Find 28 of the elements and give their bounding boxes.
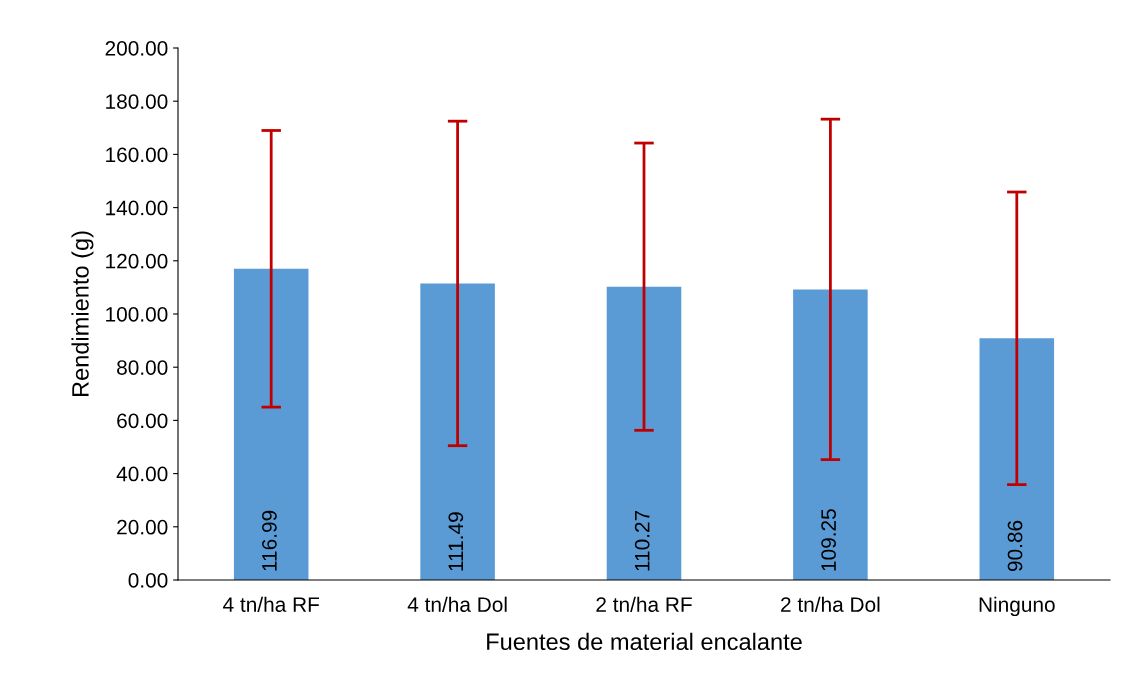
- data-label: 111.49: [448, 512, 464, 571]
- x-tick-label: 2 tn/ha RF: [596, 596, 692, 612]
- x-tick-label: Ninguno: [979, 596, 1055, 617]
- bar: [420, 283, 495, 580]
- data-label: 110.27: [634, 510, 650, 571]
- y-tick-label: 40.00: [116, 466, 168, 482]
- bar: [979, 338, 1055, 580]
- x-axis-title: Fuentes de material encalante: [487, 632, 802, 651]
- y-tick-label: 20.00: [117, 519, 168, 535]
- x-tick-label: 2 tn/ha Dol: [781, 596, 880, 612]
- y-tick-label: 140.00: [106, 200, 168, 216]
- data-label: 90.86: [1007, 520, 1023, 572]
- bar: [233, 268, 309, 580]
- y-axis-title: Rendimiento (g): [71, 231, 94, 397]
- y-tick-label: 160.00: [106, 147, 168, 163]
- y-tick-label: 0.00: [128, 573, 168, 588]
- data-label: 116.99: [262, 510, 277, 571]
- data-label: 109.25: [821, 509, 836, 571]
- y-tick-label: 100.00: [106, 307, 168, 322]
- y-tick-label: 80.00: [117, 360, 168, 375]
- y-tick-label: 120.00: [106, 253, 168, 269]
- x-tick-label: 4 tn/ha Dol: [407, 596, 507, 612]
- y-tick-label: 200.00: [105, 41, 168, 56]
- bar: [606, 286, 682, 580]
- y-tick-label: 60.00: [117, 413, 168, 429]
- y-tick-label: 180.00: [106, 94, 168, 109]
- bar: [793, 289, 868, 580]
- x-tick-label: 4 tn/ha RF: [223, 596, 319, 612]
